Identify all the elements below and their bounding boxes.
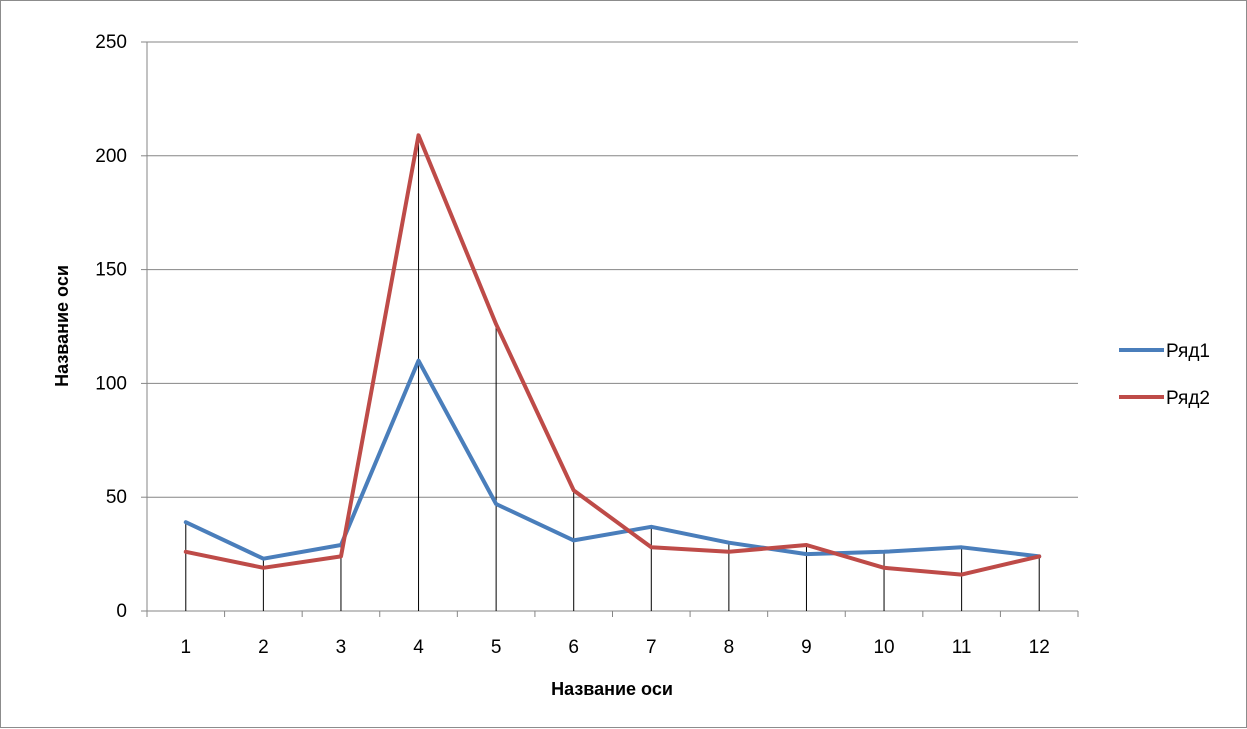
x-tick-label: 7 [646,637,657,658]
y-tick-labels: 0 50 100 150 200 250 [95,32,127,622]
series-line-2 [183,133,1042,577]
x-tick-labels: 1 2 3 4 5 6 7 8 9 10 11 12 [181,637,1050,658]
x-tick-label: 3 [336,637,347,658]
x-tick-label: 5 [491,637,502,658]
x-tick-label: 2 [258,637,269,658]
y-tick-label: 100 [95,373,127,394]
x-tick-label: 8 [724,637,735,658]
x-tick-label: 12 [1029,637,1050,658]
x-tick-label: 6 [568,637,579,658]
x-axis-title: Название оси [551,679,673,699]
gridlines [147,41,1078,498]
x-tick-label: 4 [413,637,424,658]
y-tick-label: 150 [95,260,127,281]
y-tick-label: 250 [95,32,127,53]
series-lines [183,133,1042,577]
legend: Ряд1 Ряд2 [1119,341,1210,409]
axes [141,41,1079,617]
legend-label-series-2: Ряд2 [1166,388,1210,409]
x-tick-label: 11 [952,637,972,658]
y-tick-label: 50 [106,487,127,508]
legend-item-series-1: Ряд1 [1119,341,1210,362]
x-tick-label: 9 [801,637,812,658]
series-line-1 [183,358,1042,561]
legend-label-series-1: Ряд1 [1166,341,1210,362]
y-tick-label: 200 [95,146,127,167]
drop-lines [185,135,1040,611]
y-axis-title: Название оси [52,265,72,387]
y-tick-label: 0 [116,601,127,622]
x-tick-label: 1 [181,637,192,658]
x-tick-label: 10 [873,637,894,658]
legend-item-series-2: Ряд2 [1119,388,1210,409]
